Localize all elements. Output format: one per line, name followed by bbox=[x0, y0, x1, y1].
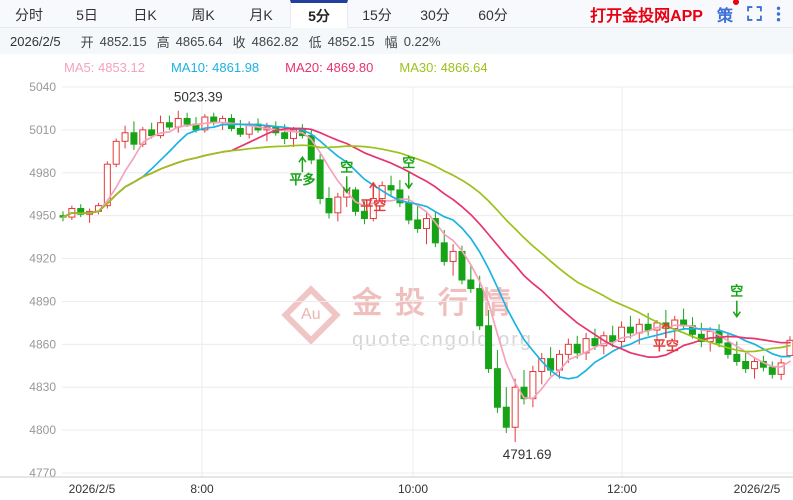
strategy-icon[interactable]: 策 bbox=[716, 0, 739, 26]
chart-area: Au 金投行情 quote.cngold.org 5040 5010 4980 495… bbox=[0, 80, 793, 500]
open-value: 4852.15 bbox=[99, 33, 147, 49]
chart-toolbar: 分时 5日 日K 周K 月K 5分 15分 30分 60分 打开金投网APP 策 bbox=[0, 0, 793, 28]
ma20-legend: MA20: 4869.80 bbox=[285, 59, 374, 75]
svg-text:空: 空 bbox=[402, 155, 415, 170]
svg-text:4770: 4770 bbox=[29, 466, 56, 480]
toolbar-actions: 打开金投网APP 策 bbox=[590, 0, 793, 27]
close-label: 收 bbox=[232, 34, 246, 50]
high-label: 高 bbox=[156, 34, 170, 50]
ma30-legend: MA30: 4866.64 bbox=[399, 59, 488, 75]
svg-text:4830: 4830 bbox=[29, 380, 56, 394]
tab-timeline[interactable]: 分时 bbox=[15, 7, 43, 23]
tab-5min[interactable]: 5分 bbox=[290, 0, 348, 28]
low-label: 低 bbox=[308, 34, 322, 50]
svg-text:5010: 5010 bbox=[29, 123, 56, 137]
range-label: 幅 bbox=[384, 34, 398, 50]
ohlc-info-row: 2026/2/5 开 4852.15 高 4865.64 收 4862.82 低… bbox=[0, 28, 793, 54]
svg-text:平多: 平多 bbox=[289, 172, 315, 187]
svg-text:4920: 4920 bbox=[29, 252, 56, 266]
interval-tabs: 分时 5日 日K 周K 月K 5分 15分 30分 60分 bbox=[0, 0, 522, 28]
high-value: 4865.64 bbox=[175, 33, 223, 49]
tab-daily-k[interactable]: 日K bbox=[133, 7, 157, 23]
svg-text:2026/2/5: 2026/2/5 bbox=[734, 482, 781, 496]
svg-text:5023.39: 5023.39 bbox=[174, 90, 223, 105]
quote-date: 2026/2/5 bbox=[10, 33, 61, 49]
more-menu-icon[interactable] bbox=[776, 6, 781, 22]
svg-text:4800: 4800 bbox=[29, 423, 56, 437]
tab-monthly-k[interactable]: 月K bbox=[249, 7, 273, 23]
candlestick-chart[interactable]: 5040 5010 4980 4950 4920 4890 4860 4830 4800 4770… bbox=[0, 80, 793, 500]
tab-60min[interactable]: 60分 bbox=[478, 7, 508, 23]
svg-text:平空: 平空 bbox=[360, 198, 386, 213]
ma10-legend: MA10: 4861.98 bbox=[170, 59, 260, 75]
fullscreen-icon[interactable] bbox=[747, 6, 762, 21]
svg-text:2026/2/5: 2026/2/5 bbox=[69, 482, 116, 496]
svg-text:空: 空 bbox=[340, 159, 353, 174]
svg-text:4950: 4950 bbox=[29, 209, 56, 223]
svg-text:10:00: 10:00 bbox=[398, 482, 428, 496]
svg-text:空: 空 bbox=[730, 284, 743, 299]
svg-text:12:00: 12:00 bbox=[607, 482, 637, 496]
tab-weekly-k[interactable]: 周K bbox=[191, 7, 215, 23]
range-value: 0.22% bbox=[403, 33, 441, 49]
svg-text:8:00: 8:00 bbox=[190, 482, 214, 496]
ma-legend-row: MA5: 4853.12 MA10: 4861.98 MA20: 4869.80… bbox=[0, 54, 793, 80]
svg-text:4890: 4890 bbox=[29, 294, 56, 308]
svg-text:4980: 4980 bbox=[29, 166, 56, 180]
close-value: 4862.82 bbox=[251, 33, 299, 49]
open-app-link[interactable]: 打开金投网APP bbox=[590, 7, 703, 25]
low-value: 4852.15 bbox=[327, 33, 375, 49]
svg-text:5040: 5040 bbox=[29, 80, 56, 94]
svg-text:4791.69: 4791.69 bbox=[503, 447, 552, 462]
tab-30min[interactable]: 30分 bbox=[420, 7, 450, 23]
svg-text:平空: 平空 bbox=[653, 338, 679, 353]
open-label: 开 bbox=[80, 34, 94, 50]
tab-15min[interactable]: 15分 bbox=[362, 7, 392, 23]
svg-text:4860: 4860 bbox=[29, 337, 56, 351]
notification-dot bbox=[733, 0, 739, 5]
tab-5day[interactable]: 5日 bbox=[76, 7, 98, 23]
ma5-legend: MA5: 4853.12 bbox=[64, 59, 145, 75]
strategy-glyph: 策 bbox=[716, 7, 733, 25]
